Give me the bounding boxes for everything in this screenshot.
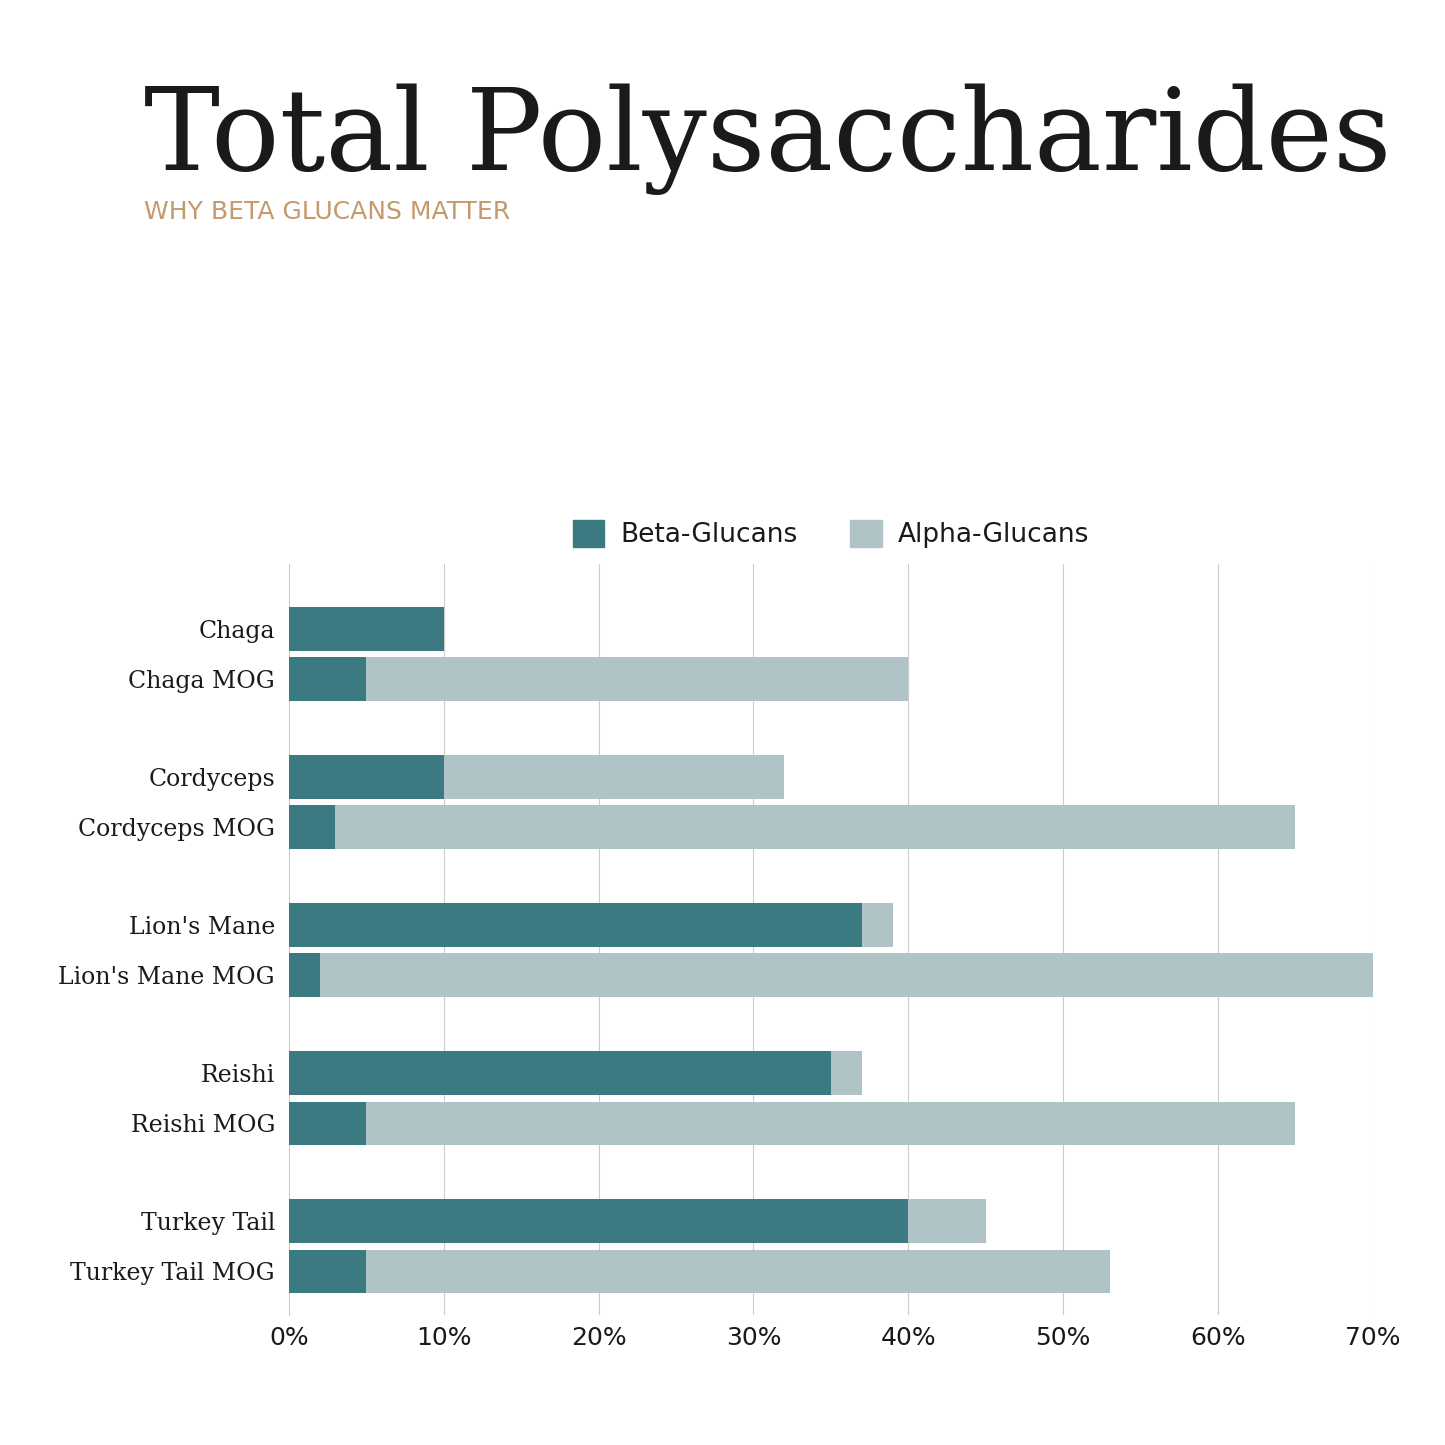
Bar — [289, 954, 319, 997]
Bar — [909, 1199, 985, 1243]
Bar — [289, 607, 444, 650]
Bar — [289, 805, 335, 848]
Bar — [831, 1052, 861, 1095]
Bar — [289, 903, 861, 946]
Bar — [367, 1101, 1295, 1144]
Bar — [335, 805, 1295, 848]
Bar — [289, 1101, 367, 1144]
Bar — [289, 1052, 831, 1095]
Text: Total Polysaccharides: Total Polysaccharides — [144, 84, 1392, 195]
Bar — [289, 756, 444, 799]
Bar — [289, 657, 367, 701]
Legend: Beta-Glucans, Alpha-Glucans: Beta-Glucans, Alpha-Glucans — [562, 509, 1100, 559]
Bar — [319, 954, 1373, 997]
Bar — [861, 903, 893, 946]
Bar — [444, 756, 785, 799]
Bar — [289, 1250, 367, 1293]
Bar — [289, 1199, 909, 1243]
Bar — [367, 657, 909, 701]
Text: WHY BETA GLUCANS MATTER: WHY BETA GLUCANS MATTER — [144, 199, 510, 224]
Bar — [367, 1250, 1110, 1293]
